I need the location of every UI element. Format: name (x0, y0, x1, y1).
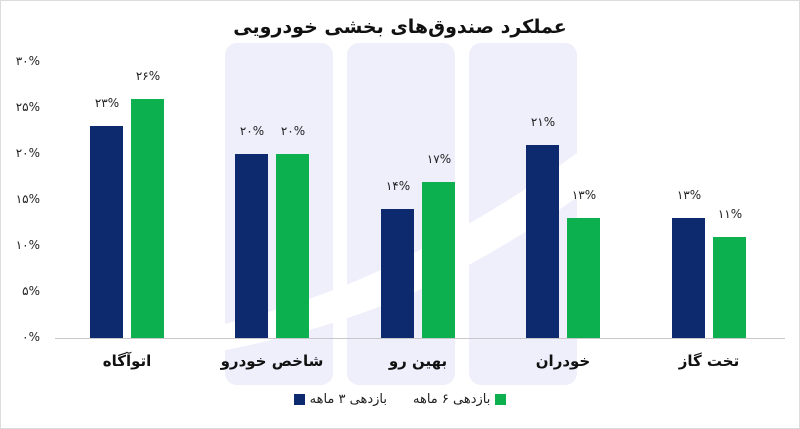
bar-3-month (526, 144, 559, 338)
bar-3-month (235, 154, 268, 338)
legend-swatch-3m (293, 394, 305, 405)
bar-6-month (422, 181, 455, 338)
x-axis-line (55, 338, 785, 339)
bar-3-month (381, 209, 414, 338)
legend: بازدهی ۶ ماهه بازدهی ۳ ماهه (0, 392, 800, 407)
bar-6-month (131, 98, 164, 338)
legend-label-3m: بازدهی ۳ ماهه (309, 392, 387, 407)
y-tick-label: ۰% (22, 330, 40, 344)
bar-value-label: ۱۳% (676, 188, 702, 203)
x-category-label: شاخص خودرو (220, 352, 324, 370)
y-tick-label: ۵% (22, 284, 40, 298)
x-category-label: اتوآگاه (102, 352, 152, 370)
bar-value-label: ۲۶% (135, 68, 161, 83)
legend-item-3m: بازدهی ۳ ماهه (293, 392, 387, 407)
y-tick-label: ۱۰% (15, 238, 40, 252)
bar-value-label: ۱۳% (571, 188, 597, 203)
bar-value-label: ۱۱% (717, 206, 743, 221)
y-tick-label: ۱۵% (15, 192, 40, 206)
bar-6-month (276, 154, 309, 338)
x-category-label: بهین رو (388, 352, 448, 370)
y-tick-label: ۲۰% (15, 146, 40, 160)
chart-title: عملکرد صندوق‌های بخشی خودرویی (233, 16, 567, 38)
bar-6-month (567, 218, 600, 338)
x-category-label: خودران (535, 352, 591, 370)
y-tick-label: ۲۵% (15, 100, 40, 114)
legend-item-6m: بازدهی ۶ ماهه (413, 392, 507, 407)
bar-6-month (713, 236, 746, 338)
x-category-label: تخت گاز (678, 352, 740, 370)
bar-value-label: ۲۳% (94, 96, 120, 111)
legend-swatch-6m (495, 394, 507, 405)
bar-3-month (90, 126, 123, 338)
bar-value-label: ۲۱% (530, 114, 556, 129)
bar-3-month (672, 218, 705, 338)
bar-value-label: ۲۰% (239, 124, 265, 138)
bar-value-label: ۲۰% (280, 124, 306, 138)
bar-value-label: ۱۴% (385, 179, 411, 194)
bar-value-label: ۱۷% (426, 151, 452, 166)
legend-label-6m: بازدهی ۶ ماهه (413, 392, 491, 407)
y-tick-label: ۳۰% (15, 54, 40, 68)
